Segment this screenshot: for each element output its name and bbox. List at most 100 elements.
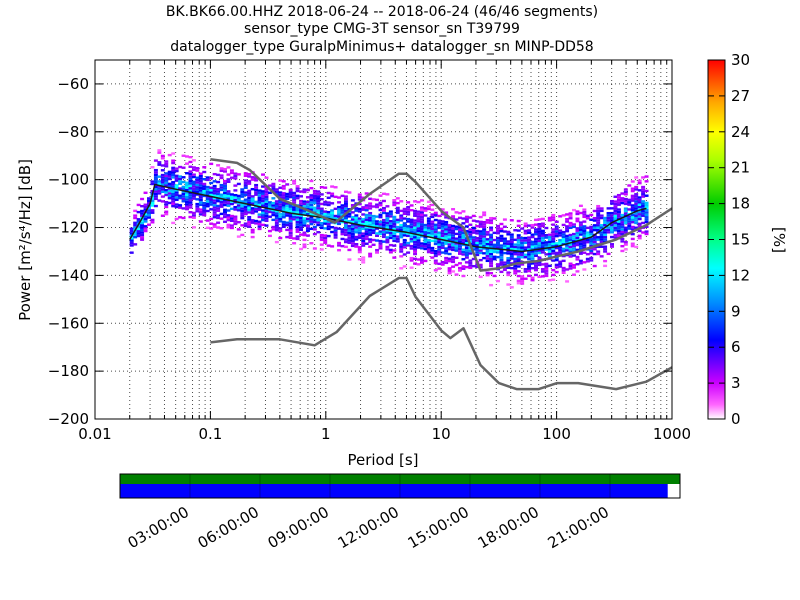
psd-cell xyxy=(347,234,352,237)
psd-cell xyxy=(610,219,614,222)
psd-cell xyxy=(309,203,314,207)
psd-cell xyxy=(516,274,521,278)
psd-cell xyxy=(489,264,494,268)
psd-cell xyxy=(630,194,635,198)
psd-cell xyxy=(350,220,355,224)
psd-cell xyxy=(613,202,618,206)
psd-cell xyxy=(537,222,542,226)
psd-cell xyxy=(288,229,293,232)
psd-cell xyxy=(641,221,646,225)
psd-cell xyxy=(129,232,134,235)
psd-cell xyxy=(278,215,283,218)
psd-cell xyxy=(223,201,227,204)
psd-cell xyxy=(247,211,252,214)
psd-cell xyxy=(188,199,193,202)
psd-cell xyxy=(302,188,307,191)
psd-cell xyxy=(212,196,217,200)
psd-cell xyxy=(281,220,286,224)
psd-cell xyxy=(136,220,141,223)
psd-cell xyxy=(644,216,649,219)
psd-cell xyxy=(205,226,210,229)
psd-cell xyxy=(209,186,214,189)
psd-cell xyxy=(378,242,383,245)
psd-cell xyxy=(350,230,355,233)
psd-cell xyxy=(530,243,535,246)
psd-cell xyxy=(140,226,145,229)
psd-cell xyxy=(565,249,570,252)
psd-cell xyxy=(627,208,632,211)
psd-cell xyxy=(171,190,176,194)
psd-cell xyxy=(551,213,556,217)
psd-cell xyxy=(185,205,189,208)
psd-cell xyxy=(216,197,221,200)
psd-cell xyxy=(209,162,214,166)
psd-cell xyxy=(233,215,238,218)
psd-cell xyxy=(499,251,504,254)
psd-cell xyxy=(195,193,200,196)
psd-cell xyxy=(489,245,494,249)
psd-cell xyxy=(233,198,238,202)
psd-cell xyxy=(271,225,276,229)
psd-cell xyxy=(164,179,169,182)
psd-cell xyxy=(582,241,587,245)
psd-cell xyxy=(419,227,424,231)
psd-cell xyxy=(440,239,445,242)
psd-cell xyxy=(406,251,411,254)
psd-cell xyxy=(243,198,248,201)
psd-cell xyxy=(288,207,293,211)
psd-cell xyxy=(223,184,227,188)
psd-cell xyxy=(558,215,563,218)
psd-cell xyxy=(527,269,532,273)
psd-cell xyxy=(271,228,276,231)
psd-cell xyxy=(223,199,227,202)
psd-cell xyxy=(361,244,366,247)
psd-cell xyxy=(388,243,393,247)
timeline-tick-label: 18:00:00 xyxy=(475,503,542,552)
psd-cell xyxy=(223,215,227,219)
psd-cell xyxy=(223,189,227,192)
psd-cell xyxy=(485,274,490,277)
psd-cell xyxy=(378,204,383,207)
psd-cell xyxy=(496,251,500,254)
psd-cell xyxy=(143,208,148,211)
psd-cell xyxy=(547,240,552,244)
psd-cell xyxy=(295,209,300,212)
psd-cell xyxy=(364,192,369,195)
psd-cell xyxy=(254,200,259,204)
psd-cell xyxy=(185,172,189,175)
psd-cell xyxy=(437,248,442,251)
psd-cell xyxy=(226,199,231,203)
psd-cell xyxy=(516,250,521,254)
psd-cell xyxy=(520,282,525,285)
psd-cell xyxy=(243,222,248,225)
psd-cell xyxy=(129,239,134,242)
psd-cell xyxy=(457,250,462,253)
psd-cell xyxy=(285,202,290,205)
psd-cell xyxy=(171,181,176,184)
psd-cell xyxy=(530,245,535,248)
psd-cell xyxy=(416,222,421,225)
psd-cell xyxy=(516,236,521,239)
psd-cell xyxy=(219,167,224,170)
psd-cell xyxy=(475,244,480,247)
psd-cell xyxy=(540,236,545,240)
psd-cell xyxy=(575,212,580,216)
psd-cell xyxy=(554,251,559,255)
psd-cell xyxy=(181,188,186,191)
psd-cell xyxy=(599,224,604,227)
psd-cell xyxy=(371,222,376,225)
psd-cell xyxy=(285,183,290,186)
psd-cell xyxy=(333,226,338,230)
psd-cell xyxy=(209,200,214,204)
psd-cell xyxy=(606,214,611,217)
psd-cell xyxy=(305,229,310,232)
psd-cell xyxy=(433,269,438,272)
psd-cell xyxy=(212,208,217,212)
psd-cell xyxy=(540,270,545,273)
psd-cell xyxy=(451,241,456,244)
psd-cell xyxy=(627,198,632,202)
psd-cell xyxy=(596,236,601,239)
psd-cell xyxy=(236,228,241,231)
psd-cell xyxy=(534,249,538,253)
